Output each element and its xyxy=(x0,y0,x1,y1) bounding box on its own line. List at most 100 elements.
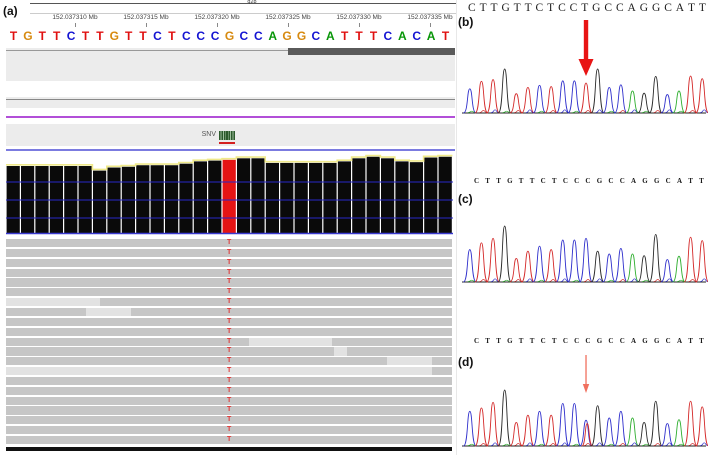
variant-base-call: T xyxy=(227,396,232,404)
read-row: T xyxy=(6,347,452,356)
reference-base: T xyxy=(53,29,61,43)
ruler-tick xyxy=(288,23,289,27)
chromatogram-base: C xyxy=(619,177,625,185)
chromatogram-base: C xyxy=(619,337,625,345)
chromatogram-base: A xyxy=(630,337,637,345)
panel-divider xyxy=(456,0,457,455)
reference-base: G xyxy=(224,29,235,43)
gene-exon-bar xyxy=(288,48,455,55)
purple-separator-line xyxy=(6,116,455,118)
chromatogram-base: T xyxy=(699,337,704,345)
annotation-track xyxy=(6,97,455,108)
chromatogram-base: C xyxy=(608,337,614,345)
annotation-track-line xyxy=(6,99,455,100)
read-row: T xyxy=(6,307,452,317)
ideogram-line xyxy=(30,3,456,4)
read-row: T xyxy=(6,367,452,376)
read-row: T xyxy=(6,436,452,445)
chromatogram-base: C xyxy=(474,337,480,345)
snv-track-label: SNV xyxy=(201,131,216,138)
panel-c-label: (c) xyxy=(458,192,473,206)
read-row: T xyxy=(6,268,452,277)
chromatogram-base: T xyxy=(699,177,704,185)
read-gap-segment xyxy=(333,347,348,356)
read-row: T xyxy=(6,386,452,395)
chromatogram-base: A xyxy=(630,177,637,185)
reference-base: T xyxy=(355,29,363,43)
chromatogram-base: C xyxy=(604,2,613,14)
read-gap-segment xyxy=(249,337,332,346)
variant-base-call: T xyxy=(227,258,232,266)
ruler-tick xyxy=(430,23,431,27)
chromatogram-base: T xyxy=(687,2,696,14)
read-row: T xyxy=(6,278,452,287)
chromatogram-base: T xyxy=(698,2,706,14)
read-gap-segment xyxy=(387,357,432,366)
chromatogram-base: G xyxy=(639,2,649,14)
chromatogram-base: T xyxy=(496,177,501,185)
chromatogram-base: G xyxy=(596,337,603,345)
reference-base: C xyxy=(239,29,249,43)
chromatogram-base: C xyxy=(468,2,476,14)
chromatogram-base: T xyxy=(581,2,589,14)
variant-base-call: T xyxy=(227,268,232,276)
chromatogram-base: G xyxy=(653,177,660,185)
reference-base: G xyxy=(282,29,292,43)
read-row: T xyxy=(6,327,452,336)
reference-base: A xyxy=(268,29,278,43)
ruler-label: 152.037335 Mb xyxy=(407,14,453,21)
chromatogram-base: C xyxy=(615,2,624,14)
chromatogram-base: C xyxy=(574,177,580,185)
chromatogram-base: C xyxy=(664,2,672,14)
chromatogram-base: T xyxy=(524,2,532,14)
reference-base: T xyxy=(168,29,176,43)
panel-c-chromatogram xyxy=(462,225,708,283)
chromatogram-base: C xyxy=(562,337,568,345)
variant-base-call: T xyxy=(227,239,232,246)
reference-base: G xyxy=(23,29,33,43)
reference-base: C xyxy=(210,29,220,43)
reference-base: C xyxy=(196,29,206,43)
variant-base-call: T xyxy=(227,406,232,414)
ruler-tick xyxy=(217,23,218,27)
chromatogram-base: C xyxy=(574,337,580,345)
snv-variant-red-bar xyxy=(219,141,235,144)
ruler-label: 152.037315 Mb xyxy=(123,14,169,21)
read-row: T xyxy=(6,406,452,415)
chromatogram-base: C xyxy=(540,177,546,185)
chromatogram-base: C xyxy=(540,337,546,345)
read-row: T xyxy=(6,258,452,267)
read-row: T xyxy=(6,239,452,248)
ideogram-bottom-line xyxy=(30,13,456,14)
chromatogram-base: T xyxy=(518,337,524,345)
read-row: T xyxy=(6,337,452,346)
reference-base: C xyxy=(253,29,263,43)
chromatogram-base: C xyxy=(665,337,671,345)
reference-base: C xyxy=(311,29,321,43)
chromatogram-base: A xyxy=(676,337,683,345)
reference-base: T xyxy=(9,29,18,43)
chromatogram-base: G xyxy=(592,2,601,14)
read-row: T xyxy=(6,288,452,297)
chromatogram-base: A xyxy=(627,2,636,14)
variant-base-call: T xyxy=(227,337,232,345)
chromatogram-base: T xyxy=(688,177,693,185)
variant-base-call: T xyxy=(227,376,232,384)
chromatogram-base: T xyxy=(551,337,557,345)
reference-base: G xyxy=(296,29,307,43)
variant-base-call: T xyxy=(227,367,232,375)
chromatogram-base: T xyxy=(496,337,501,345)
variant-base-call: T xyxy=(227,386,232,394)
bottom-sequence-bar xyxy=(6,447,452,451)
panel-d-chromatogram xyxy=(462,355,708,447)
reference-base: C xyxy=(66,29,76,43)
ruler-label: 152.037325 Mb xyxy=(265,14,311,21)
reference-base: T xyxy=(38,29,46,43)
chromatogram-base: C xyxy=(585,337,591,345)
chromatogram-base: T xyxy=(529,177,535,185)
